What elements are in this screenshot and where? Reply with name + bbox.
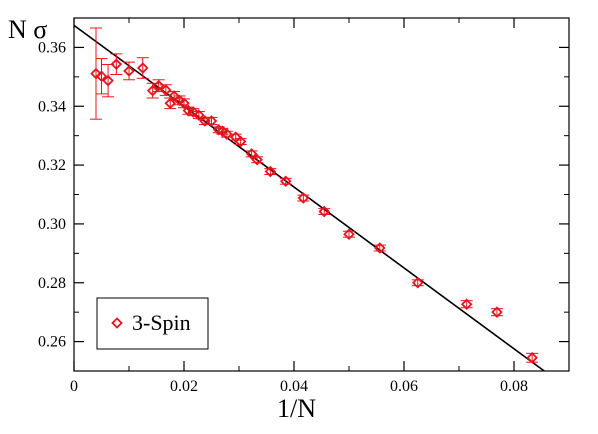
data-point: [221, 128, 233, 140]
y-axis-ticks: 0.26 0.28 0.30 0.32 0.34 0.36: [38, 17, 569, 372]
legend-box: [96, 297, 209, 350]
data-point: [90, 67, 102, 80]
x-tick-label: 0.04: [280, 378, 308, 395]
legend-marker-diamond: [111, 317, 123, 329]
y-tick-label: 0.36: [38, 39, 66, 56]
data-point: [297, 192, 310, 204]
x-tick-label: 0.08: [500, 378, 528, 395]
data-point: [164, 97, 177, 110]
data-point: [216, 125, 229, 138]
data-point: [460, 298, 473, 310]
x-tick-label: 0.02: [170, 378, 198, 395]
data-point: [146, 84, 159, 97]
data-point: [136, 62, 149, 74]
data-point: [152, 79, 165, 92]
data-point: [251, 154, 263, 166]
data-point: [234, 135, 247, 148]
data-point: [193, 109, 205, 121]
data-point: [526, 351, 538, 364]
data-point: [245, 148, 258, 160]
data-point: [343, 228, 355, 240]
data-point: [279, 175, 292, 188]
data-point: [160, 84, 172, 96]
data-point: [173, 94, 186, 107]
legend: 3-Spin: [96, 297, 209, 350]
data-point: [318, 205, 331, 218]
data-point: [178, 97, 190, 110]
data-point: [102, 74, 114, 87]
data-point: [411, 276, 424, 289]
data-point: [110, 58, 123, 70]
x-axis-ticks: 0 0.02 0.04 0.06 0.08: [70, 18, 528, 395]
y-tick-label: 0.28: [38, 275, 66, 292]
data-points: [90, 58, 538, 364]
y-axis-title: N σ: [8, 15, 47, 44]
data-point: [123, 65, 135, 77]
legend-label-3-spin: 3-Spin: [132, 310, 191, 335]
y-tick-label: 0.34: [38, 98, 66, 115]
data-point: [491, 306, 503, 318]
data-point: [205, 115, 218, 127]
data-point: [95, 70, 108, 83]
data-point: [264, 165, 277, 178]
x-tick-label: 0: [70, 378, 78, 395]
data-point: [374, 242, 386, 254]
data-point: [187, 106, 200, 118]
y-tick-label: 0.30: [38, 216, 66, 233]
x-axis-title: 1/N: [277, 394, 316, 423]
y-tick-label: 0.32: [38, 157, 66, 174]
y-tick-label: 0.26: [38, 334, 66, 351]
x-tick-label: 0.06: [390, 378, 418, 395]
